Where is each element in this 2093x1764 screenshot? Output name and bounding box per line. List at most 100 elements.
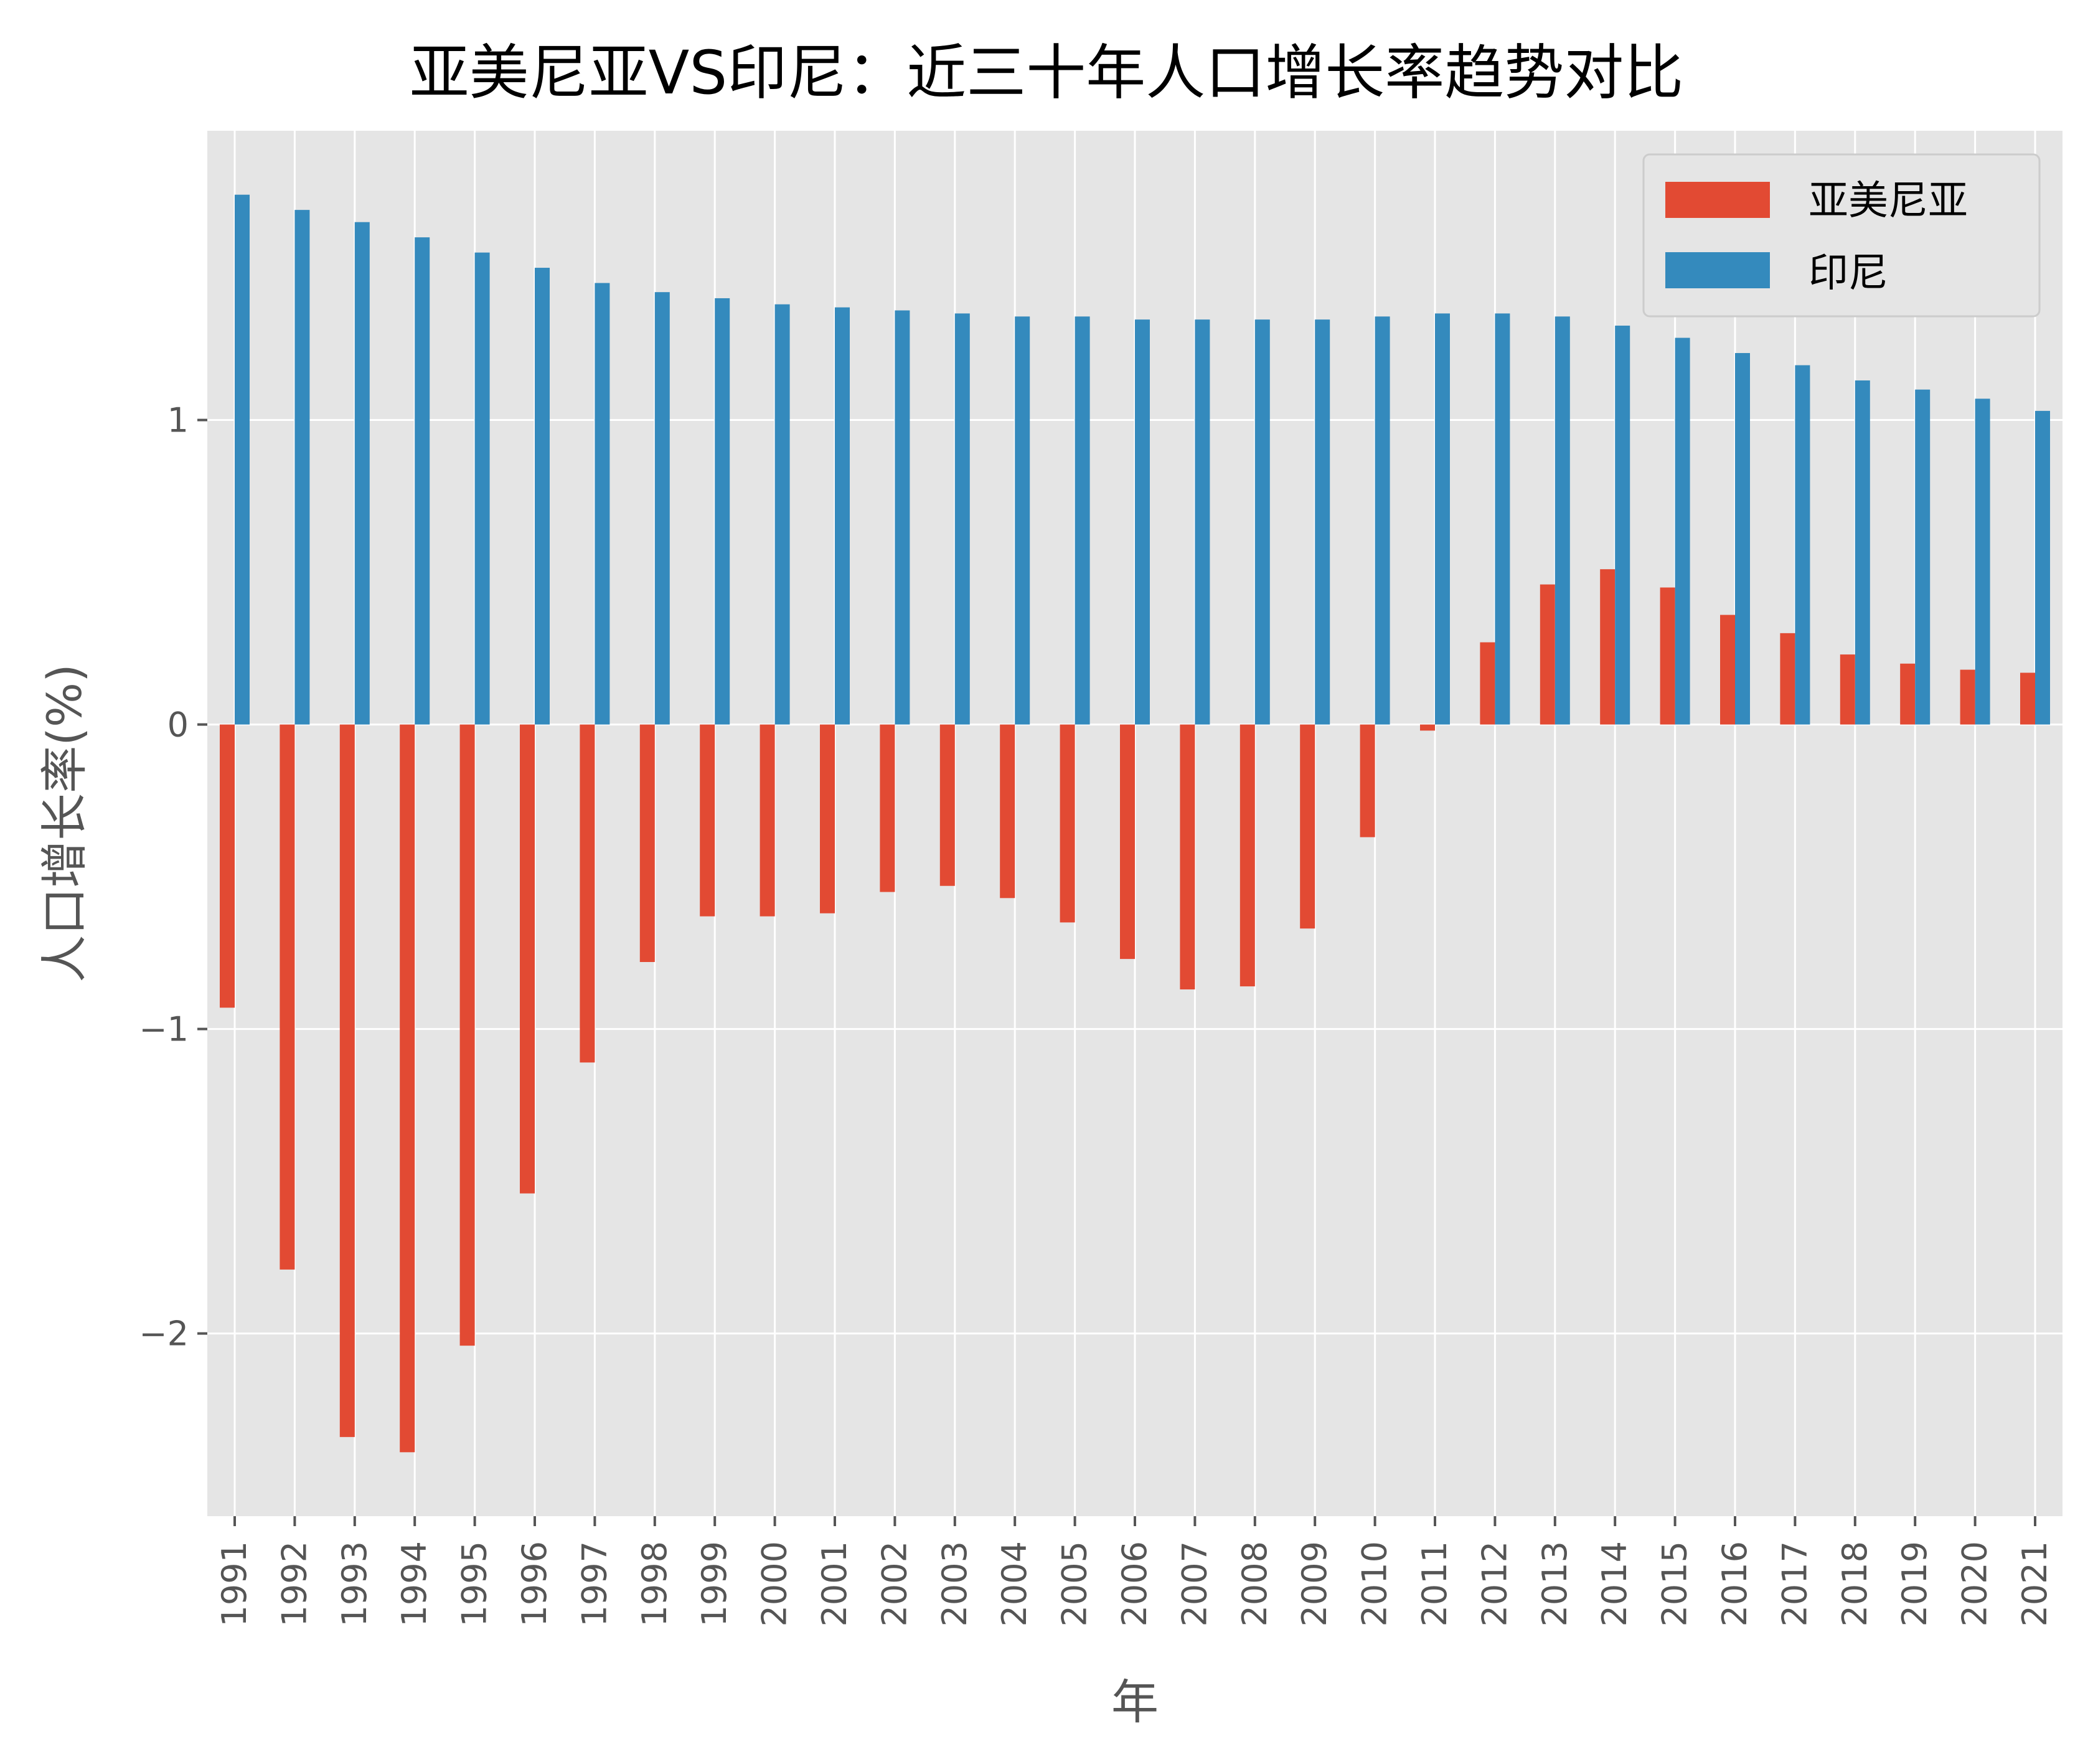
bar-indonesia bbox=[595, 283, 610, 725]
x-tick-label: 2010 bbox=[1355, 1541, 1395, 1626]
x-tick-label: 2013 bbox=[1535, 1541, 1574, 1626]
bar-armenia bbox=[1780, 633, 1795, 725]
x-tick-label: 2006 bbox=[1115, 1541, 1154, 1626]
bar-indonesia bbox=[1315, 319, 1330, 725]
bar-armenia bbox=[1600, 569, 1616, 725]
bar-indonesia bbox=[895, 310, 910, 725]
y-tick-label: 1 bbox=[167, 401, 189, 440]
bar-armenia bbox=[580, 724, 595, 1063]
bar-armenia bbox=[1060, 724, 1075, 923]
x-tick-label: 2009 bbox=[1295, 1541, 1334, 1626]
bar-armenia bbox=[1420, 724, 1435, 731]
bar-indonesia bbox=[1795, 365, 1810, 725]
bar-indonesia bbox=[535, 268, 550, 725]
bar-armenia bbox=[1300, 724, 1315, 929]
bar-armenia bbox=[459, 724, 475, 1346]
bar-indonesia bbox=[774, 304, 790, 725]
bar-indonesia bbox=[2035, 410, 2050, 725]
bar-armenia bbox=[339, 724, 355, 1437]
y-tick-label: −1 bbox=[139, 1010, 189, 1049]
x-tick-label: 2021 bbox=[2015, 1541, 2054, 1626]
bar-indonesia bbox=[954, 313, 970, 725]
y-tick-label: 0 bbox=[167, 705, 189, 745]
x-tick-label: 1991 bbox=[215, 1541, 254, 1626]
bar-indonesia bbox=[1135, 319, 1150, 725]
x-tick-label: 2019 bbox=[1895, 1541, 1934, 1626]
x-tick-label: 2018 bbox=[1835, 1541, 1874, 1626]
bar-armenia bbox=[1840, 654, 1855, 725]
x-tick-label: 2014 bbox=[1595, 1541, 1634, 1626]
bars bbox=[220, 194, 2050, 1453]
bar-indonesia bbox=[1554, 316, 1570, 725]
bar-armenia bbox=[1120, 724, 1135, 960]
y-ticks: −2 −1 0 1 bbox=[139, 401, 207, 1354]
x-tick-label: 1994 bbox=[395, 1541, 434, 1626]
bar-indonesia bbox=[354, 222, 370, 725]
bar-armenia bbox=[1720, 615, 1735, 725]
bar-armenia bbox=[820, 724, 835, 913]
x-tick-label: 2015 bbox=[1655, 1541, 1695, 1626]
bar-indonesia bbox=[1075, 316, 1090, 725]
bar-armenia bbox=[400, 724, 415, 1453]
x-tick-label: 2016 bbox=[1715, 1541, 1754, 1626]
bar-armenia bbox=[639, 724, 655, 962]
x-tick-label: 2011 bbox=[1415, 1541, 1454, 1626]
x-tick-label: 1999 bbox=[695, 1541, 734, 1626]
bar-indonesia bbox=[1735, 352, 1750, 725]
x-tick-label: 1996 bbox=[515, 1541, 554, 1626]
bar-indonesia bbox=[835, 307, 850, 725]
x-tick-label: 2017 bbox=[1775, 1541, 1814, 1626]
bar-indonesia bbox=[1675, 337, 1690, 725]
bar-armenia bbox=[1900, 663, 1916, 725]
legend: 亚美尼亚 印尼 bbox=[1642, 153, 2041, 318]
bar-indonesia bbox=[1915, 389, 1931, 725]
x-axis-label: 年 bbox=[1111, 1674, 1159, 1730]
x-tick-label: 2001 bbox=[815, 1541, 854, 1626]
bar-armenia bbox=[760, 724, 775, 917]
legend-label-indonesia: 印尼 bbox=[1808, 250, 1888, 296]
bar-indonesia bbox=[1375, 316, 1390, 725]
bar-indonesia bbox=[474, 252, 490, 725]
bar-indonesia bbox=[1195, 319, 1210, 725]
bar-indonesia bbox=[1435, 313, 1450, 725]
bar-indonesia bbox=[235, 194, 250, 725]
bar-armenia bbox=[1540, 584, 1555, 725]
x-tick-label: 2005 bbox=[1055, 1541, 1094, 1626]
y-tick-label: −2 bbox=[139, 1314, 189, 1354]
legend-swatch-armenia bbox=[1665, 182, 1770, 218]
legend-swatch-indonesia bbox=[1665, 252, 1770, 288]
bar-armenia bbox=[220, 724, 235, 1008]
legend-label-armenia: 亚美尼亚 bbox=[1808, 178, 1968, 224]
x-tick-label: 1992 bbox=[275, 1541, 314, 1626]
x-ticks: 1991 1992 1993 1994 1995 1996 1997 1998 1999 2000… bbox=[215, 1516, 2054, 1626]
bar-armenia bbox=[880, 724, 895, 892]
x-tick-label: 2012 bbox=[1475, 1541, 1514, 1626]
x-tick-label: 2002 bbox=[875, 1541, 914, 1626]
bar-indonesia bbox=[715, 298, 730, 725]
bar-indonesia bbox=[1015, 316, 1030, 725]
bar-armenia bbox=[700, 724, 715, 917]
bar-armenia bbox=[280, 724, 295, 1270]
bar-indonesia bbox=[654, 292, 670, 725]
bar-armenia bbox=[1660, 587, 1675, 725]
chart-title: 亚美尼亚VS印尼：近三十年人口增长率趋势对比 bbox=[410, 38, 1684, 108]
bar-armenia bbox=[1000, 724, 1015, 899]
x-tick-label: 2003 bbox=[935, 1541, 974, 1626]
bar-armenia bbox=[1180, 724, 1195, 990]
bar-armenia bbox=[1239, 724, 1255, 987]
bar-indonesia bbox=[1615, 325, 1630, 725]
bar-indonesia bbox=[294, 210, 310, 725]
x-tick-label: 2007 bbox=[1175, 1541, 1214, 1626]
x-tick-label: 1998 bbox=[635, 1541, 674, 1626]
bar-indonesia bbox=[1855, 380, 1870, 725]
x-tick-label: 2004 bbox=[995, 1541, 1034, 1626]
y-axis-label: 人口增长率(%) bbox=[37, 664, 92, 983]
bar-armenia bbox=[1960, 669, 1975, 725]
bar-indonesia bbox=[1254, 319, 1270, 725]
x-tick-label: 2020 bbox=[1955, 1541, 1995, 1626]
x-tick-label: 2008 bbox=[1235, 1541, 1274, 1626]
bar-indonesia bbox=[1495, 313, 1510, 725]
x-tick-label: 1997 bbox=[575, 1541, 614, 1626]
bar-armenia bbox=[939, 724, 955, 886]
